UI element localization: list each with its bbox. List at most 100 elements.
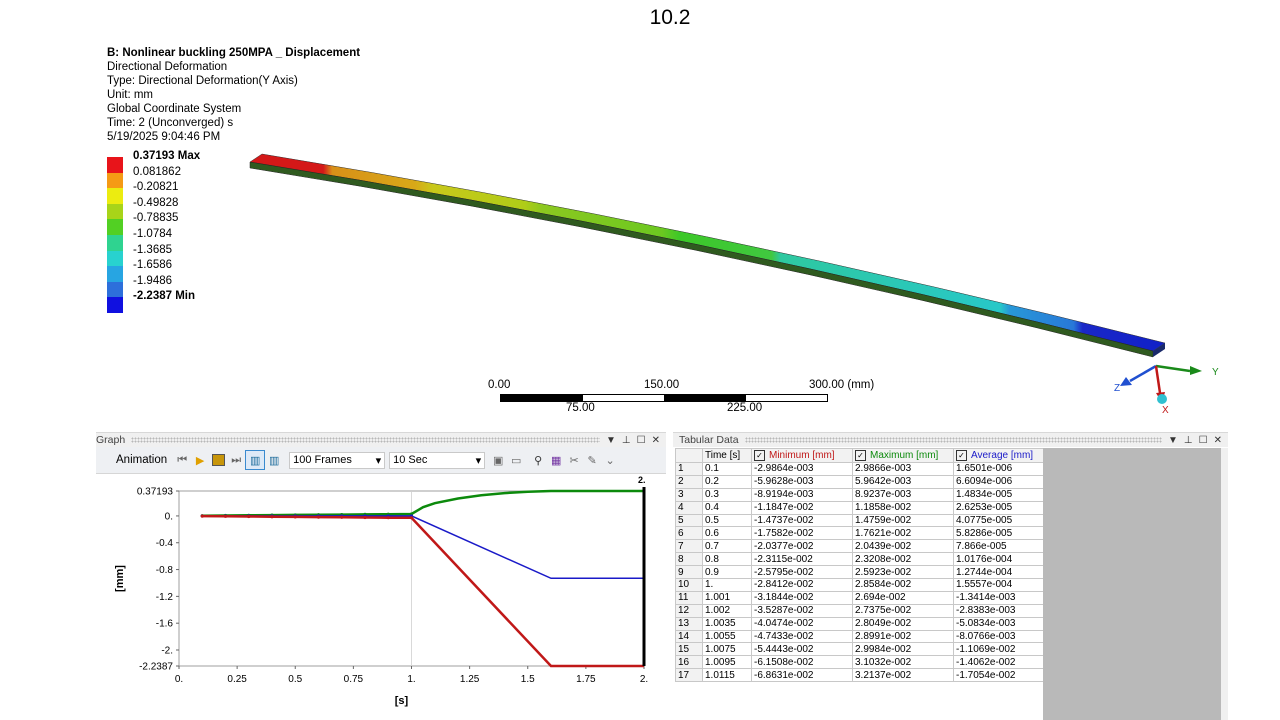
pin-icon[interactable]: ⊥ bbox=[621, 434, 631, 446]
zoom-icon[interactable]: ⚲ bbox=[534, 454, 543, 467]
table-cell: 1.0095 bbox=[702, 655, 752, 670]
table-cell: -2.8383e-003 bbox=[953, 603, 1045, 618]
table-row[interactable]: 9 0.9 -2.5795e-002 2.5923e-002 1.2744e-004 bbox=[675, 565, 1045, 580]
scale-bar: 0.00 150.00 300.00 (mm) 75.00 225.00 bbox=[480, 378, 900, 414]
x-tick-label: 2. bbox=[640, 674, 648, 685]
maximize-icon[interactable]: ☐ bbox=[1198, 434, 1208, 446]
table-cell: 0.7 bbox=[702, 539, 752, 554]
color-scale-icon[interactable]: ▦ bbox=[550, 454, 562, 467]
table-row[interactable]: 6 0.6 -1.7582e-002 1.7621e-002 5.8286e-005 bbox=[675, 526, 1045, 541]
dropdown-icon[interactable]: ▼ bbox=[1168, 434, 1178, 446]
result-sets-icon[interactable]: ▥ bbox=[268, 454, 280, 467]
table-cell: 1.4834e-005 bbox=[953, 487, 1045, 502]
checkbox-icon[interactable]: ✓ bbox=[754, 449, 765, 461]
table-cell: 1.0115 bbox=[702, 668, 752, 683]
row-index: 3 bbox=[675, 487, 703, 502]
series-line bbox=[202, 489, 644, 517]
data-point bbox=[386, 516, 390, 520]
table-cell: 1.6501e-006 bbox=[953, 462, 1045, 476]
triad-icon: Y Z X bbox=[1114, 364, 1219, 416]
tools-icon[interactable]: ✂ bbox=[569, 454, 579, 467]
triad-z-label: Z bbox=[1114, 383, 1120, 394]
scale-ruler bbox=[500, 394, 828, 402]
frame-mode-icon[interactable]: ▭ bbox=[510, 454, 522, 467]
table-row[interactable]: 7 0.7 -2.0377e-002 2.0439e-002 7.866e-005 bbox=[675, 539, 1045, 554]
more-options-icon[interactable]: ⌄ bbox=[605, 454, 615, 467]
table-row[interactable]: 16 1.0095 -6.1508e-002 3.1032e-002 -1.4062e-… bbox=[675, 655, 1045, 670]
data-point bbox=[340, 515, 344, 519]
table-row[interactable]: 10 1. -2.8412e-002 2.8584e-002 1.5557e-004 bbox=[675, 578, 1045, 592]
legend-swatch bbox=[107, 266, 123, 282]
table-cell: -2.8412e-002 bbox=[751, 578, 853, 592]
table-cell: 1.5557e-004 bbox=[953, 578, 1045, 592]
vertical-scrollbar[interactable] bbox=[1221, 448, 1228, 720]
table-row[interactable]: 11 1.001 -3.1844e-002 2.694e-002 -1.3414e-00… bbox=[675, 590, 1045, 605]
pin-icon[interactable]: ⊥ bbox=[1183, 434, 1193, 446]
table-row[interactable]: 13 1.0035 -4.0474e-002 2.8049e-002 -5.0834e-… bbox=[675, 616, 1045, 631]
table-cell: -2.3115e-002 bbox=[751, 552, 853, 567]
x-tick-label: 0. bbox=[175, 674, 183, 685]
average-header[interactable]: ✓ Average [mm] bbox=[953, 448, 1045, 463]
row-index: 13 bbox=[675, 616, 703, 631]
checkbox-icon[interactable]: ✓ bbox=[956, 449, 967, 461]
table-cell: 2.8049e-002 bbox=[852, 616, 954, 631]
table-row[interactable]: 5 0.5 -1.4737e-002 1.4759e-002 4.0775e-005 bbox=[675, 513, 1045, 528]
distributed-frames-icon[interactable]: ▥ bbox=[245, 450, 266, 470]
table-cell: 0.1 bbox=[702, 462, 752, 476]
table-row[interactable]: 2 0.2 -5.9628e-003 5.9642e-003 6.6094e-006 bbox=[675, 474, 1045, 489]
minimum-header[interactable]: ✓ Minimum [mm] bbox=[751, 448, 853, 463]
row-index: 8 bbox=[675, 552, 703, 567]
next-frame-icon[interactable]: ⏭ bbox=[231, 453, 242, 466]
table-cell: 0.4 bbox=[702, 500, 752, 515]
frames-select[interactable]: 100 Frames ▾ bbox=[289, 451, 386, 469]
table-row[interactable]: 4 0.4 -1.1847e-002 1.1858e-002 2.6253e-005 bbox=[675, 500, 1045, 515]
table-cell: 5.9642e-003 bbox=[852, 474, 954, 489]
maximum-header[interactable]: ✓ Maximum [mm] bbox=[852, 448, 954, 463]
dropdown-icon[interactable]: ▼ bbox=[606, 434, 616, 446]
table-cell: -1.3414e-003 bbox=[953, 590, 1045, 605]
graph-chart: 0. 0.25 0.5 0.75 1. 1.25 1.5 1.75 2. 0.37193 0. -0.… bbox=[114, 475, 648, 707]
table-row[interactable]: 1 0.1 -2.9864e-003 2.9866e-003 1.6501e-006 bbox=[675, 462, 1045, 476]
close-icon[interactable]: ✕ bbox=[651, 434, 660, 446]
table-row[interactable]: 12 1.002 -3.5287e-002 2.7375e-002 -2.8383e-0… bbox=[675, 603, 1045, 618]
chevron-down-icon: ▾ bbox=[375, 454, 382, 467]
table-row[interactable]: 14 1.0055 -4.7433e-002 2.8991e-002 -8.0766e-… bbox=[675, 629, 1045, 644]
duration-select[interactable]: 10 Sec ▾ bbox=[389, 451, 486, 469]
row-index: 1 bbox=[675, 462, 703, 476]
close-icon[interactable]: ✕ bbox=[1213, 434, 1222, 446]
checkbox-icon[interactable]: ✓ bbox=[855, 449, 866, 461]
row-index: 16 bbox=[675, 655, 703, 670]
table-cell: 1.0075 bbox=[702, 642, 752, 657]
scale-label: 75.00 bbox=[566, 402, 595, 414]
probe-icon[interactable]: ✎ bbox=[587, 454, 597, 467]
y-tick-label: -2.2387 bbox=[139, 662, 173, 673]
table-cell: -2.9864e-003 bbox=[751, 462, 853, 476]
maximize-icon[interactable]: ☐ bbox=[636, 434, 646, 446]
previous-frame-icon[interactable]: ⏮ bbox=[177, 453, 188, 466]
play-icon[interactable]: ▶ bbox=[195, 454, 205, 467]
table-cell: 2.3208e-002 bbox=[852, 552, 954, 567]
legend-swatch bbox=[107, 297, 123, 313]
table-row[interactable]: 17 1.0115 -6.8631e-002 3.2137e-002 -1.7054e-… bbox=[675, 668, 1045, 683]
scale-label: 300.00 (mm) bbox=[809, 379, 875, 391]
tabular-data-panel: Tabular Data ▼ ⊥ ☐ ✕ Time [s] ✓ Minimum [… bbox=[673, 432, 1228, 720]
tabular-panel-title: Tabular Data bbox=[679, 434, 739, 446]
legend-label: -1.9486 bbox=[133, 274, 173, 287]
time-marker-label: 2. bbox=[638, 475, 646, 485]
table-cell: 0.6 bbox=[702, 526, 752, 541]
table-row[interactable]: 3 0.3 -8.9194e-003 8.9237e-003 1.4834e-005 bbox=[675, 487, 1045, 502]
table-cell: 0.5 bbox=[702, 513, 752, 528]
data-point bbox=[270, 515, 274, 519]
stop-icon[interactable] bbox=[209, 451, 227, 469]
table-row[interactable]: 15 1.0075 -5.4443e-002 2.9984e-002 -1.1069e-… bbox=[675, 642, 1045, 657]
frames-value: 100 Frames bbox=[293, 454, 352, 466]
table-cell: 0.9 bbox=[702, 565, 752, 580]
data-point bbox=[247, 514, 251, 519]
tabular-data-table: Time [s] ✓ Minimum [mm] ✓ Maximum [mm] ✓ Av… bbox=[675, 448, 1045, 683]
table-row[interactable]: 8 0.8 -2.3115e-002 2.3208e-002 1.0176e-004 bbox=[675, 552, 1045, 567]
row-index: 7 bbox=[675, 539, 703, 554]
result-line: Type: Directional Deformation(Y Axis) bbox=[107, 75, 298, 87]
time-header[interactable]: Time [s] bbox=[702, 448, 752, 463]
export-video-icon[interactable]: ▣ bbox=[492, 454, 504, 467]
legend-label: 0.37193 Max bbox=[133, 150, 201, 162]
